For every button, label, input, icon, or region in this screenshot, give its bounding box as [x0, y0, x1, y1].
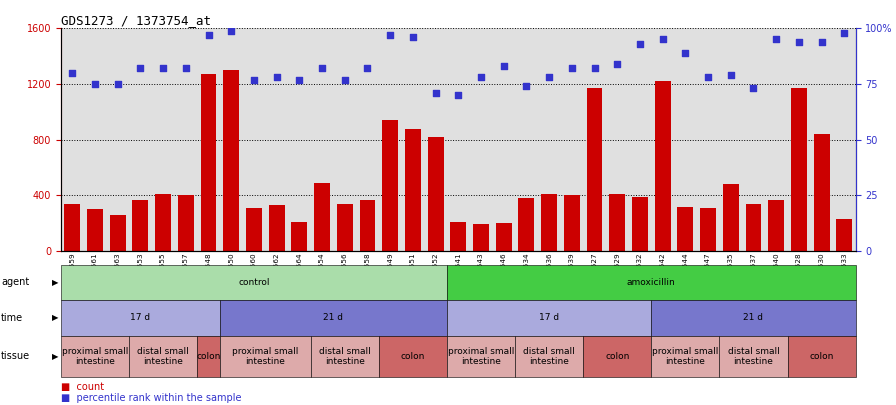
Bar: [201, 74, 217, 251]
Text: agent: agent: [1, 277, 30, 288]
Point: [610, 61, 625, 67]
Bar: [587, 88, 602, 251]
Text: proximal small
intestine: proximal small intestine: [448, 347, 514, 366]
Text: colon: colon: [809, 352, 834, 361]
Bar: [155, 194, 171, 251]
Text: proximal small
intestine: proximal small intestine: [62, 347, 128, 366]
Bar: [246, 208, 262, 251]
Point: [360, 65, 375, 72]
Point: [633, 40, 647, 47]
Text: proximal small
intestine: proximal small intestine: [232, 347, 298, 366]
Bar: [836, 219, 852, 251]
Bar: [109, 215, 125, 251]
Bar: [677, 207, 694, 251]
Point: [428, 90, 443, 96]
Bar: [473, 224, 489, 251]
Bar: [564, 195, 580, 251]
Point: [564, 65, 579, 72]
Point: [88, 81, 102, 87]
Bar: [609, 194, 625, 251]
Bar: [314, 183, 330, 251]
Bar: [541, 194, 557, 251]
Point: [656, 36, 670, 43]
Point: [292, 76, 306, 83]
Point: [65, 70, 80, 76]
Point: [224, 28, 238, 34]
Bar: [700, 208, 716, 251]
Bar: [745, 204, 762, 251]
Point: [246, 76, 261, 83]
Bar: [723, 184, 738, 251]
Point: [383, 32, 397, 38]
Text: GDS1273 / 1373754_at: GDS1273 / 1373754_at: [61, 14, 211, 27]
Point: [746, 85, 761, 92]
Bar: [223, 70, 239, 251]
Bar: [495, 223, 512, 251]
Text: 21 d: 21 d: [744, 313, 763, 322]
Bar: [178, 195, 194, 251]
Bar: [655, 81, 670, 251]
Bar: [451, 222, 466, 251]
Bar: [632, 197, 648, 251]
Bar: [133, 200, 149, 251]
Bar: [427, 137, 444, 251]
Text: time: time: [1, 313, 23, 323]
Point: [701, 74, 715, 81]
Text: amoxicillin: amoxicillin: [627, 278, 676, 287]
Text: ▶: ▶: [52, 313, 58, 322]
Text: ■  count: ■ count: [61, 382, 104, 392]
Bar: [405, 129, 421, 251]
Text: colon: colon: [401, 352, 425, 361]
Point: [406, 34, 420, 40]
Text: 17 d: 17 d: [539, 313, 559, 322]
Point: [270, 74, 284, 81]
Point: [134, 65, 148, 72]
Point: [452, 92, 466, 98]
Point: [474, 74, 488, 81]
Bar: [291, 222, 307, 251]
Point: [792, 38, 806, 45]
Point: [520, 83, 534, 90]
Bar: [359, 200, 375, 251]
Text: control: control: [238, 278, 270, 287]
Bar: [519, 198, 534, 251]
Text: 17 d: 17 d: [130, 313, 151, 322]
Text: distal small
intestine: distal small intestine: [319, 347, 371, 366]
Text: distal small
intestine: distal small intestine: [137, 347, 189, 366]
Text: ▶: ▶: [52, 352, 58, 361]
Text: colon: colon: [605, 352, 630, 361]
Text: ■  percentile rank within the sample: ■ percentile rank within the sample: [61, 393, 241, 403]
Bar: [87, 209, 103, 251]
Point: [178, 65, 193, 72]
Bar: [269, 205, 285, 251]
Point: [156, 65, 170, 72]
Bar: [814, 134, 830, 251]
Text: distal small
intestine: distal small intestine: [728, 347, 780, 366]
Bar: [768, 200, 784, 251]
Point: [588, 65, 602, 72]
Text: distal small
intestine: distal small intestine: [523, 347, 575, 366]
Point: [110, 81, 125, 87]
Text: tissue: tissue: [1, 352, 30, 361]
Point: [724, 72, 738, 78]
Point: [814, 38, 829, 45]
Point: [338, 76, 352, 83]
Bar: [791, 87, 807, 251]
Point: [314, 65, 329, 72]
Point: [542, 74, 556, 81]
Bar: [65, 204, 81, 251]
Text: colon: colon: [196, 352, 220, 361]
Bar: [383, 120, 398, 251]
Point: [678, 49, 693, 56]
Point: [496, 63, 511, 70]
Bar: [337, 204, 353, 251]
Point: [769, 36, 783, 43]
Point: [837, 30, 851, 36]
Point: [202, 32, 216, 38]
Text: ▶: ▶: [52, 278, 58, 287]
Text: 21 d: 21 d: [323, 313, 343, 322]
Text: proximal small
intestine: proximal small intestine: [652, 347, 719, 366]
